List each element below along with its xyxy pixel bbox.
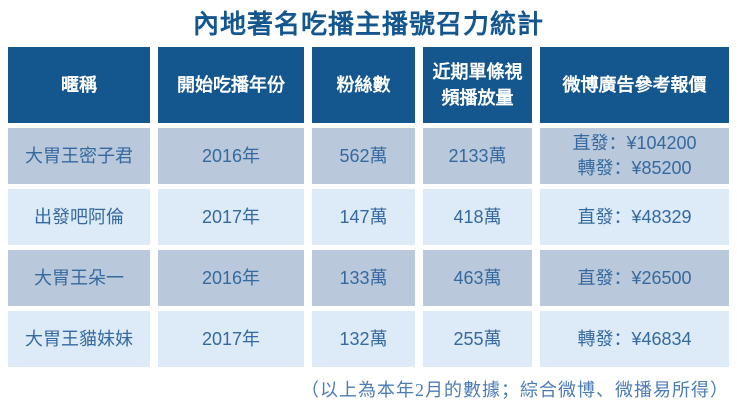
cell-fans-count: 133萬	[312, 250, 415, 306]
cell-weibo-ad-quote: 直發：¥104200 轉發：¥85200	[540, 128, 729, 184]
table-row: 大胃王朵一 2016年 133萬 463萬 直發：¥26500	[8, 250, 729, 306]
cell-fans-count: 562萬	[312, 128, 415, 184]
cell-nickname: 大胃王朵一	[8, 250, 150, 306]
cell-fans-count: 132萬	[312, 311, 415, 367]
col-header-weibo-ad-quote: 微博廣告參考報價	[540, 47, 729, 123]
infographic-page: 內地著名吃播主播號召力統計 暱稱 開始吃播年份 粉絲數 近期單條視 頻播放量 微…	[0, 7, 737, 412]
table-row: 大胃王貓妹妹 2017年 132萬 255萬 轉發：¥46834	[8, 311, 729, 367]
col-header-start-year: 開始吃播年份	[158, 47, 304, 123]
cell-recent-video-views: 463萬	[423, 250, 532, 306]
mukbang-stats-table: 暱稱 開始吃播年份 粉絲數 近期單條視 頻播放量 微博廣告參考報價 大胃王密子君…	[0, 42, 737, 372]
page-title: 內地著名吃播主播號召力統計	[192, 9, 544, 39]
cell-start-year: 2017年	[158, 189, 304, 245]
table-row: 大胃王密子君 2016年 562萬 2133萬 直發：¥104200 轉發：¥8…	[8, 128, 729, 184]
cell-weibo-ad-quote: 直發：¥48329	[540, 189, 729, 245]
cell-nickname: 大胃王密子君	[8, 128, 150, 184]
col-header-nickname: 暱稱	[8, 47, 150, 123]
col-header-recent-video-views: 近期單條視 頻播放量	[423, 47, 532, 123]
cell-recent-video-views: 2133萬	[423, 128, 532, 184]
cell-nickname: 出發吧阿倫	[8, 189, 150, 245]
col-header-fans-count: 粉絲數	[312, 47, 415, 123]
cell-recent-video-views: 255萬	[423, 311, 532, 367]
cell-weibo-ad-quote: 轉發：¥46834	[540, 311, 729, 367]
cell-fans-count: 147萬	[312, 189, 415, 245]
cell-start-year: 2017年	[158, 311, 304, 367]
cell-weibo-ad-quote: 直發：¥26500	[540, 250, 729, 306]
table-row: 出發吧阿倫 2017年 147萬 418萬 直發：¥48329	[8, 189, 729, 245]
cell-recent-video-views: 418萬	[423, 189, 532, 245]
header-row: 暱稱 開始吃播年份 粉絲數 近期單條視 頻播放量 微博廣告參考報價	[8, 47, 729, 123]
cell-start-year: 2016年	[158, 250, 304, 306]
data-source-note: （以上為本年2月的數據；綜合微博、微播易所得）	[301, 380, 729, 400]
cell-start-year: 2016年	[158, 128, 304, 184]
cell-nickname: 大胃王貓妹妹	[8, 311, 150, 367]
